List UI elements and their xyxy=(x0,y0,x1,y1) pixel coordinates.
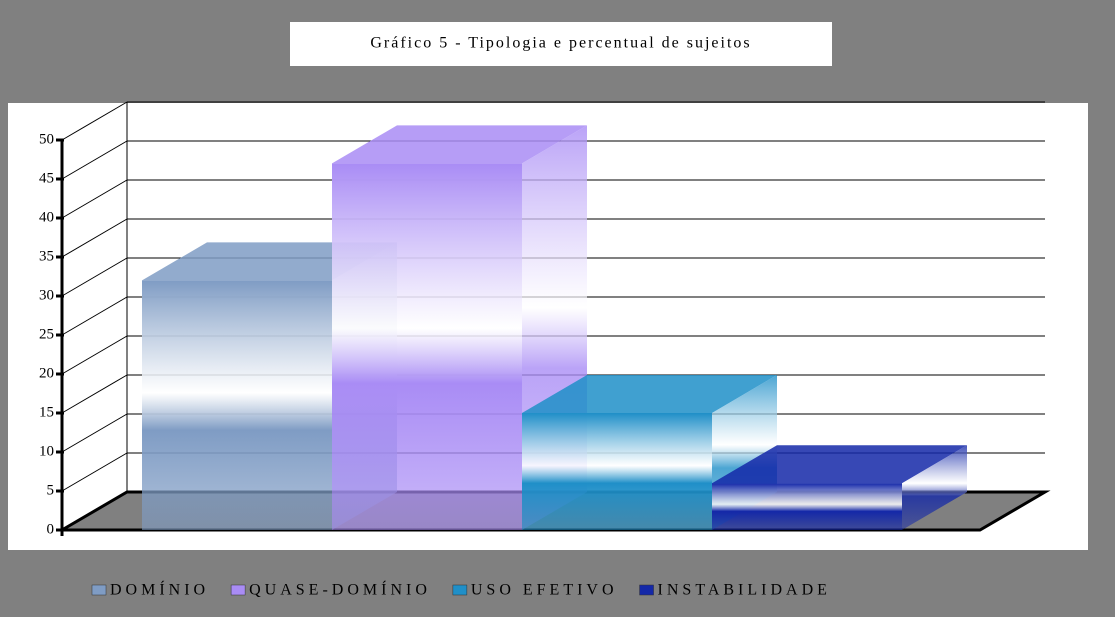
grid-line xyxy=(61,491,128,531)
bar-front xyxy=(142,280,332,530)
legend-swatch xyxy=(639,584,654,596)
y-tick-label: 50 xyxy=(39,131,54,147)
bar-front xyxy=(332,163,522,530)
legend-swatch xyxy=(230,584,246,596)
grid-line xyxy=(61,296,128,336)
legend-swatch xyxy=(91,584,107,596)
grid-line xyxy=(61,335,128,375)
y-tick-label: 40 xyxy=(39,209,54,225)
y-tick-label: 0 xyxy=(47,521,55,537)
grid-line xyxy=(61,257,128,297)
bar-front xyxy=(522,413,712,530)
y-tick-label: 35 xyxy=(39,248,54,264)
bar-top xyxy=(712,445,967,484)
legend-label: DOMÍNIO xyxy=(110,580,209,599)
grid-line xyxy=(61,101,128,141)
bar-top xyxy=(332,125,587,164)
legend-swatch xyxy=(452,584,468,596)
y-tick-label: 5 xyxy=(47,482,55,498)
y-tick-label: 45 xyxy=(39,170,54,186)
bar-top xyxy=(522,375,777,413)
grid-line xyxy=(61,413,128,453)
legend-label: USO EFETIVO xyxy=(471,582,618,599)
grid-line xyxy=(61,218,128,258)
legend-label: QUASE-DOMÍNIO xyxy=(249,580,431,599)
grid-line xyxy=(61,140,128,180)
grid-line xyxy=(61,374,128,414)
y-tick-label: 25 xyxy=(39,326,54,342)
grid-line xyxy=(61,179,128,219)
y-tick-label: 10 xyxy=(39,443,54,459)
grid-line xyxy=(61,452,128,492)
bar-side xyxy=(902,445,967,530)
legend-label: INSTABILIDADE xyxy=(658,582,831,599)
title-box xyxy=(290,22,832,66)
chart-title: Gráfico 5 - Tipologia e percentual de su… xyxy=(370,35,751,52)
y-tick-label: 15 xyxy=(39,404,54,420)
bar-front xyxy=(712,483,902,530)
y-tick-label: 20 xyxy=(39,365,54,381)
y-tick-label: 30 xyxy=(39,287,54,303)
